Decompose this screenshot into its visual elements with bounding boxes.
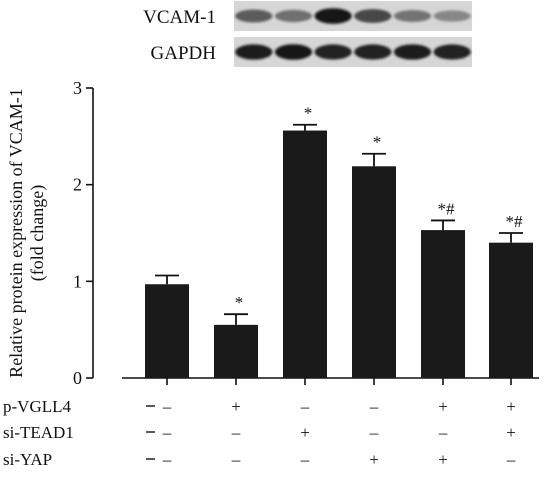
- bar: [214, 324, 258, 378]
- condition-sign: –: [369, 397, 379, 416]
- condition-table: p-VGLL4 – + – – + + si-TEAD1 – – + – – + si-YAP – – – + + –: [3, 397, 516, 469]
- significance-mark: *#: [438, 199, 456, 218]
- bar: [145, 284, 189, 378]
- condition-sign: –: [162, 423, 172, 442]
- bar: [352, 166, 396, 378]
- condition-sign: +: [300, 423, 310, 442]
- condition-sign: +: [438, 397, 448, 416]
- condition-sign: –: [438, 423, 448, 442]
- blot-strip-background: [234, 1, 472, 31]
- y-tick-label: 1: [73, 271, 82, 291]
- blot-band: [433, 44, 471, 60]
- blot-band: [433, 10, 471, 22]
- condition-sign: –: [300, 397, 310, 416]
- condition-label: p-VGLL4: [3, 397, 71, 416]
- western-blot-panel: VCAM-1 GAPDH: [143, 1, 472, 67]
- condition-sign: –: [231, 450, 241, 469]
- blot-band: [354, 9, 392, 23]
- y-tick-label: 3: [73, 78, 82, 98]
- significance-mark: *: [373, 133, 382, 152]
- condition-sign: +: [369, 450, 379, 469]
- condition-label: si-YAP: [3, 450, 52, 469]
- condition-sign: –: [162, 450, 172, 469]
- bar: [489, 242, 533, 378]
- blot-row-label: GAPDH: [151, 43, 217, 64]
- condition-sign: +: [506, 423, 516, 442]
- blot-band: [314, 44, 352, 60]
- condition-sign: –: [300, 450, 310, 469]
- y-axis-title: Relative protein expression of VCAM-1 (fo…: [6, 88, 48, 378]
- condition-sign: –: [231, 423, 241, 442]
- blot-band: [314, 8, 352, 24]
- condition-sign: +: [438, 450, 448, 469]
- significance-mark: *#: [506, 212, 524, 231]
- bar: [283, 130, 327, 378]
- blot-band: [235, 9, 273, 23]
- condition-sign: –: [162, 397, 172, 416]
- bar: [421, 230, 465, 378]
- condition-sign: –: [506, 450, 516, 469]
- condition-label: si-TEAD1: [3, 423, 74, 442]
- significance-mark: *: [235, 293, 244, 312]
- y-tick-label: 0: [73, 368, 82, 388]
- condition-sign: +: [231, 397, 241, 416]
- blot-band: [274, 44, 313, 60]
- y-tick-label: 2: [73, 175, 82, 195]
- blot-band: [274, 9, 313, 23]
- y-axis-title-line-1: Relative protein expression of VCAM-1: [6, 88, 26, 378]
- blot-band: [393, 10, 432, 22]
- chart-bars: * * * *# *#: [145, 104, 533, 378]
- blot-band: [354, 44, 392, 60]
- blot-strip-background: [234, 37, 472, 67]
- significance-mark: *: [304, 104, 313, 123]
- condition-sign: +: [506, 397, 516, 416]
- blot-band: [393, 44, 432, 60]
- condition-sign: –: [369, 423, 379, 442]
- blot-row-label: VCAM-1: [143, 7, 216, 28]
- y-axis-title-line-2: (fold change): [27, 185, 48, 281]
- blot-band: [235, 44, 273, 60]
- chart-axes: 0 1 2 3 Relative protein expression of VCAM-…: [6, 78, 539, 388]
